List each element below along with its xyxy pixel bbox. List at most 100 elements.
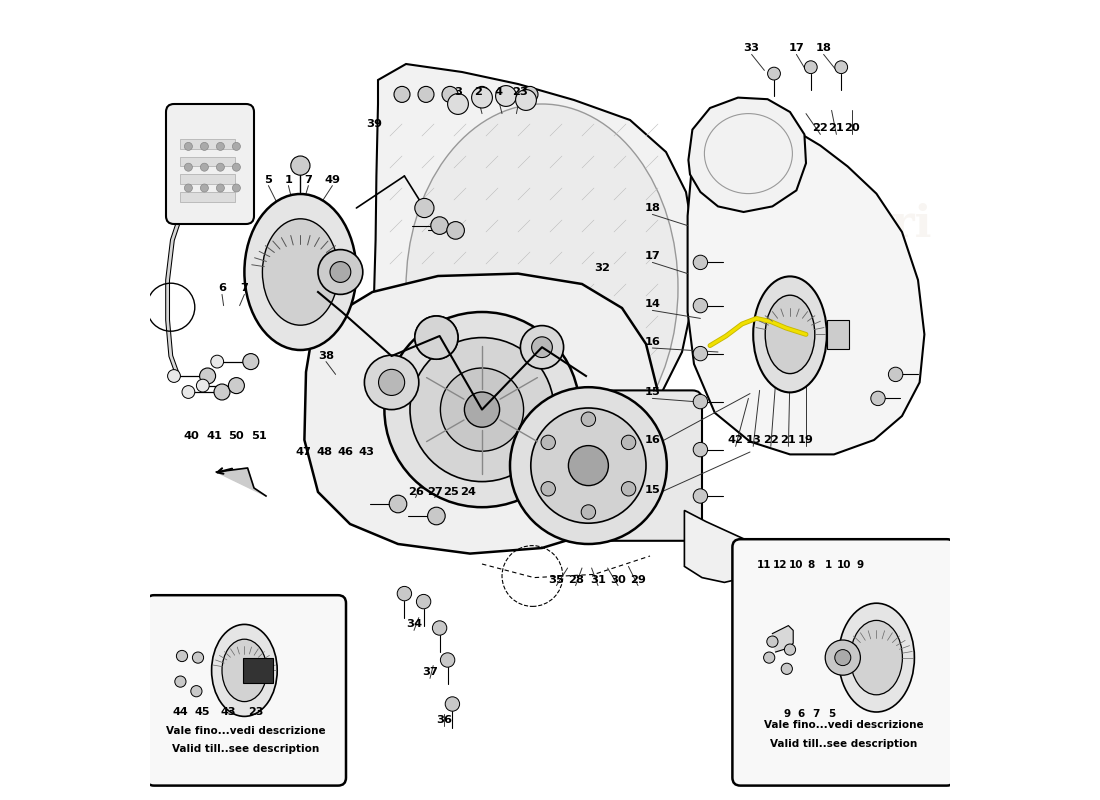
- Text: 3: 3: [454, 87, 462, 97]
- Text: 48: 48: [317, 447, 332, 457]
- Circle shape: [442, 86, 458, 102]
- Circle shape: [889, 367, 903, 382]
- Circle shape: [431, 217, 449, 234]
- Bar: [180, 139, 234, 149]
- Text: 10: 10: [789, 560, 804, 570]
- Circle shape: [200, 163, 208, 171]
- Polygon shape: [689, 98, 806, 212]
- Text: 11: 11: [757, 560, 772, 570]
- Circle shape: [581, 412, 595, 426]
- Text: 10: 10: [837, 560, 851, 570]
- Circle shape: [498, 86, 514, 102]
- Text: 5: 5: [828, 709, 835, 718]
- Circle shape: [217, 142, 224, 150]
- Circle shape: [211, 355, 223, 368]
- Circle shape: [197, 379, 209, 392]
- Text: 7: 7: [305, 175, 312, 185]
- Circle shape: [825, 640, 860, 675]
- Circle shape: [199, 368, 216, 384]
- Circle shape: [410, 338, 554, 482]
- Text: 21: 21: [781, 435, 796, 445]
- FancyBboxPatch shape: [166, 104, 254, 224]
- Circle shape: [217, 184, 224, 192]
- Circle shape: [397, 586, 411, 601]
- Polygon shape: [305, 274, 658, 554]
- Text: 6: 6: [798, 709, 805, 718]
- Circle shape: [200, 184, 208, 192]
- Text: Vale fino...vedi descrizione: Vale fino...vedi descrizione: [763, 720, 923, 730]
- Text: 20: 20: [845, 123, 860, 133]
- Text: 43: 43: [358, 447, 374, 457]
- Text: 49: 49: [324, 175, 340, 185]
- Circle shape: [415, 316, 458, 359]
- Text: 5: 5: [264, 175, 273, 185]
- FancyBboxPatch shape: [733, 539, 955, 786]
- Text: 34: 34: [406, 619, 422, 629]
- Text: 47: 47: [296, 447, 311, 457]
- Ellipse shape: [244, 194, 356, 350]
- Text: 23: 23: [512, 87, 528, 97]
- Circle shape: [417, 594, 431, 609]
- Text: 27: 27: [427, 487, 442, 497]
- Text: 40: 40: [184, 431, 199, 441]
- Text: 1: 1: [285, 175, 293, 185]
- Text: 18: 18: [645, 203, 660, 213]
- Text: 7: 7: [241, 283, 249, 293]
- Text: 25: 25: [443, 487, 459, 497]
- Circle shape: [464, 392, 499, 427]
- Circle shape: [426, 327, 447, 348]
- Text: 15: 15: [645, 387, 660, 397]
- Text: 16: 16: [645, 338, 660, 347]
- Circle shape: [516, 90, 537, 110]
- Text: 9: 9: [783, 709, 791, 718]
- Circle shape: [200, 142, 208, 150]
- Circle shape: [804, 61, 817, 74]
- Circle shape: [192, 652, 204, 663]
- Circle shape: [364, 355, 419, 410]
- Circle shape: [440, 368, 524, 451]
- Text: 17: 17: [645, 251, 660, 261]
- Text: 24: 24: [461, 487, 476, 497]
- Circle shape: [541, 435, 556, 450]
- FancyBboxPatch shape: [593, 390, 702, 541]
- Text: 22: 22: [763, 435, 779, 445]
- Circle shape: [496, 86, 516, 106]
- Text: 31: 31: [590, 575, 606, 585]
- Circle shape: [621, 435, 636, 450]
- Ellipse shape: [754, 277, 827, 393]
- Text: 1: 1: [825, 560, 832, 570]
- Ellipse shape: [766, 295, 815, 374]
- Circle shape: [541, 482, 556, 496]
- Text: 38: 38: [318, 351, 334, 361]
- Text: 45: 45: [195, 707, 210, 717]
- Text: sine: sine: [588, 471, 672, 505]
- Circle shape: [768, 67, 780, 80]
- Bar: [180, 157, 234, 166]
- Text: 41: 41: [206, 431, 222, 441]
- Circle shape: [232, 184, 241, 192]
- Ellipse shape: [406, 104, 678, 472]
- Text: a passion: a passion: [410, 409, 658, 455]
- Text: 29: 29: [630, 575, 646, 585]
- Circle shape: [176, 650, 188, 662]
- Circle shape: [190, 686, 202, 697]
- Circle shape: [290, 156, 310, 175]
- Circle shape: [569, 446, 608, 486]
- Text: 7: 7: [812, 709, 820, 718]
- Text: 4: 4: [494, 87, 502, 97]
- Polygon shape: [217, 468, 266, 496]
- Circle shape: [243, 354, 258, 370]
- Text: 42: 42: [728, 435, 744, 445]
- Text: 26: 26: [408, 487, 424, 497]
- Circle shape: [232, 163, 241, 171]
- Text: 15: 15: [645, 485, 660, 494]
- Circle shape: [214, 384, 230, 400]
- Text: 22: 22: [813, 123, 828, 133]
- Text: 23: 23: [248, 707, 263, 717]
- Text: 44: 44: [173, 707, 188, 717]
- Text: 18: 18: [816, 43, 832, 53]
- Circle shape: [185, 142, 192, 150]
- Text: 39: 39: [366, 119, 382, 129]
- Circle shape: [432, 621, 447, 635]
- Circle shape: [763, 652, 774, 663]
